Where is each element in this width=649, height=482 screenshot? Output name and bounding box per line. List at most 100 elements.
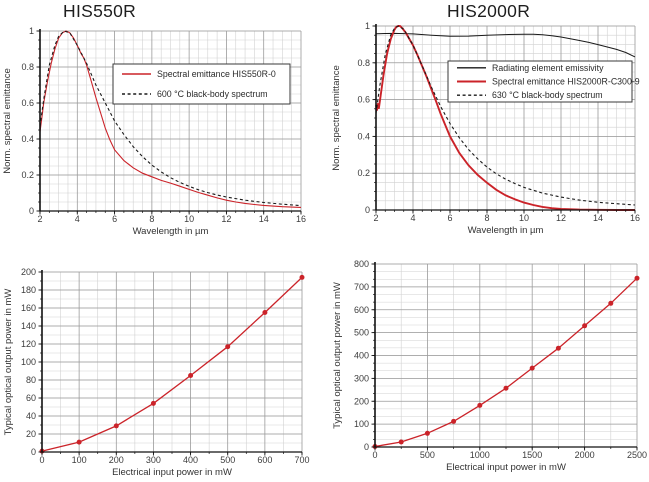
x-tick-label: 2 — [37, 214, 42, 224]
axes — [38, 270, 303, 456]
x-tick-label: 2500 — [627, 450, 647, 460]
y-tick-label: 200 — [21, 267, 36, 277]
y-tick-label: 0 — [364, 442, 369, 452]
y-tick-label: 500 — [354, 328, 369, 338]
legend-entry-label: 630 °C black-body spectrum — [492, 90, 603, 100]
chart-his2000r-spectral: HIS2000R 2 4 6 8 10 12 14 16 0 0.2 0.4 0.6 0.8 1 Wavel… — [325, 0, 649, 245]
x-tick-label: 12 — [556, 213, 566, 223]
x-tick-label: 16 — [296, 214, 306, 224]
data-point-marker — [477, 402, 483, 408]
x-tick-label: 12 — [221, 214, 231, 224]
x-axis-title: Wavelength in µm — [468, 225, 544, 236]
axes — [36, 29, 302, 215]
y-tick-label: 400 — [354, 351, 369, 361]
y-tick-label: 100 — [354, 419, 369, 429]
x-tick-label: 100 — [72, 455, 87, 465]
y-tick-label: 0.2 — [357, 168, 370, 178]
y-tick-label: 60 — [26, 393, 36, 403]
series-line-0 — [39, 30, 302, 208]
y-tick-label: 0.6 — [21, 98, 34, 108]
y-tick-label: 1 — [365, 21, 370, 31]
data-point-marker — [188, 373, 194, 378]
axis-labels: 2 4 6 8 10 12 14 16 0 0.2 0.4 0.6 0.8 1 Wavelength in … — [331, 21, 640, 236]
data-point-marker — [113, 423, 119, 429]
y-tick-label: 0.6 — [357, 95, 370, 105]
data-point-marker — [262, 310, 268, 315]
grid — [39, 30, 302, 212]
data-point-marker — [529, 365, 535, 371]
data-point-marker — [299, 274, 305, 280]
legend-entry-label: 600 °C black-body spectrum — [157, 89, 268, 99]
series — [39, 30, 302, 208]
x-tick-label: 200 — [109, 455, 124, 465]
x-axis-title: Electrical input power in mW — [112, 467, 232, 478]
x-tick-label: 4 — [75, 214, 80, 224]
x-tick-label: 1500 — [522, 450, 542, 460]
y-tick-label: 600 — [354, 305, 369, 315]
x-tick-label: 1000 — [470, 450, 490, 460]
y-tick-label: 0 — [29, 206, 34, 216]
y-tick-label: 40 — [26, 411, 36, 421]
y-tick-label: 300 — [354, 373, 369, 383]
legend: Spectral emittance HIS550R-0 600 °C black… — [112, 63, 291, 105]
series-line-0 — [375, 32, 636, 58]
y-tick-label: 0.8 — [357, 58, 370, 68]
y-tick-label: 1 — [29, 26, 34, 36]
y-tick-label: 140 — [21, 321, 36, 331]
x-tick-label: 6 — [447, 213, 452, 223]
series-line-0 — [41, 276, 303, 452]
x-tick-label: 2 — [373, 213, 378, 223]
x-tick-label: 4 — [410, 213, 415, 223]
legend: Radiating element emissivity Spectral emi… — [447, 60, 640, 103]
x-tick-label: 8 — [484, 213, 489, 223]
x-tick-label: 400 — [183, 455, 198, 465]
power-transfer-plot-his2000r: 0 500 1000 1500 2000 2500 0 100 200 300 400 500 600 7… — [332, 259, 647, 473]
spectral-emittance-plot-his550r: 2 4 6 8 10 12 14 16 0 0.2 0.4 0.6 0.8 1 Wavelength in … — [2, 26, 306, 237]
x-tick-label: 2000 — [575, 450, 595, 460]
legend-entry-label: Spectral emittance HIS550R-0 — [157, 69, 276, 79]
y-tick-label: 100 — [21, 357, 36, 367]
x-tick-label: 14 — [593, 213, 603, 223]
series — [375, 25, 636, 211]
series — [372, 275, 640, 449]
series-line-2 — [375, 25, 636, 206]
power-transfer-plot-his550r: 0 100 200 300 400 500 600 700 0 20 40 60 80 100 120 140… — [3, 267, 310, 478]
x-tick-label: 6 — [112, 214, 117, 224]
y-tick-label: 0.2 — [21, 170, 34, 180]
legend-entry-label: Spectral emittance HIS2000R-C300-9 — [492, 77, 640, 87]
y-tick-label: 160 — [21, 303, 36, 313]
x-axis-title: Electrical input power in mW — [446, 462, 566, 473]
data-point-marker — [451, 418, 457, 424]
x-axis-title: Wavelength in µm — [133, 226, 209, 237]
x-tick-label: 500 — [220, 455, 235, 465]
x-tick-label: 300 — [146, 455, 161, 465]
y-tick-label: 0 — [365, 205, 370, 215]
legend-entry-label: Radiating element emissivity — [492, 63, 604, 73]
chart-title-his2000r: HIS2000R — [447, 1, 531, 21]
series-line-1 — [39, 30, 302, 207]
data-point-marker — [225, 344, 231, 350]
series-line-1 — [375, 25, 635, 211]
y-tick-label: 0.4 — [357, 131, 370, 141]
data-point-marker — [150, 400, 156, 406]
series — [39, 274, 305, 454]
x-tick-label: 0 — [39, 455, 44, 465]
axis-labels: 0 500 1000 1500 2000 2500 0 100 200 300 400 500 600 7… — [332, 259, 647, 473]
data-point-marker — [503, 385, 509, 391]
y-axis-title: Norm. spectral emittance — [331, 65, 342, 171]
grid — [374, 263, 638, 448]
axes — [371, 262, 638, 451]
data-point-marker — [555, 345, 561, 351]
y-tick-label: 800 — [354, 259, 369, 269]
x-tick-label: 10 — [184, 214, 194, 224]
data-point-marker — [76, 439, 82, 445]
chart-title-his550r: HIS550R — [63, 1, 137, 21]
data-point-marker — [634, 275, 640, 281]
y-tick-label: 80 — [26, 375, 36, 385]
data-point-marker — [582, 323, 588, 329]
y-tick-label: 0 — [31, 447, 36, 457]
chart-his550r-spectral: HIS550R 2 4 6 8 10 12 14 16 0 0.2 0.4 0.6 0.8 1 Wavele… — [0, 0, 325, 245]
y-tick-label: 0.8 — [21, 62, 34, 72]
chart-his2000r-power: 0 500 1000 1500 2000 2500 0 100 200 300 400 500 600 7… — [325, 245, 649, 482]
